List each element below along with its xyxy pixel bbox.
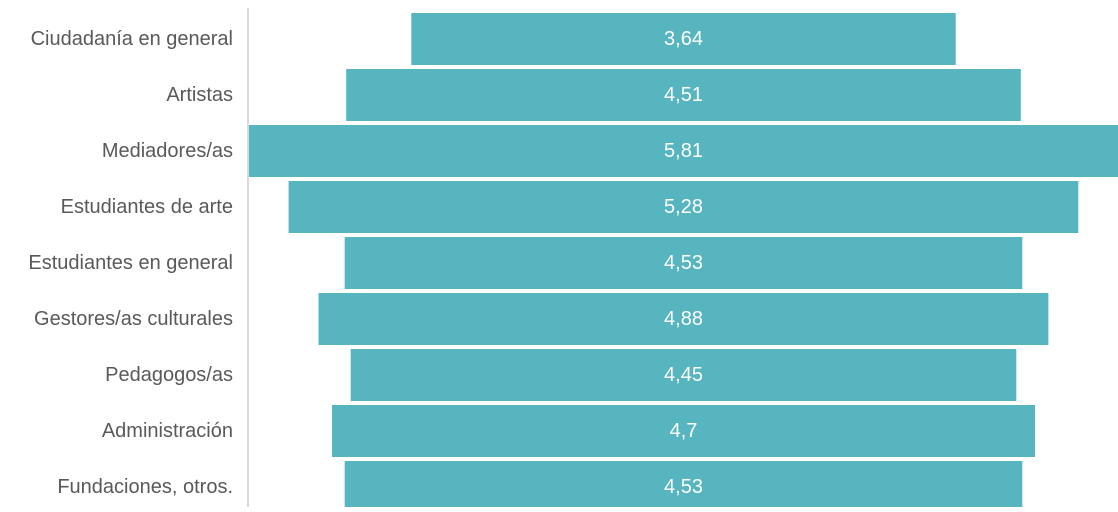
value-label-8: 4,53: [664, 476, 703, 498]
value-label-4: 4,53: [664, 252, 703, 274]
category-label-5: Gestores/as culturales: [34, 308, 233, 330]
category-label-1: Artistas: [166, 84, 233, 106]
bar-6: [350, 349, 1017, 401]
bar-1: [346, 69, 1021, 121]
category-label-0: Ciudadanía en general: [31, 28, 233, 50]
bar-7: [332, 405, 1035, 457]
value-labels-layer: 3,64 4,51 5,81 5,28 4,53 4,88 4,45 4,7 4,53: [664, 28, 703, 498]
value-label-3: 5,28: [664, 196, 703, 218]
category-label-8: Fundaciones, otros.: [57, 476, 233, 498]
bar-5: [318, 293, 1049, 345]
value-label-2: 5,81: [664, 140, 703, 162]
value-label-6: 4,45: [664, 364, 703, 386]
bar-0: [411, 13, 956, 65]
category-label-4: Estudiantes en general: [28, 252, 233, 274]
bar-4: [344, 237, 1023, 289]
bar-3: [288, 181, 1079, 233]
category-labels-layer: Ciudadanía en general Artistas Mediadores/…: [28, 28, 233, 498]
bars-layer: [249, 13, 1118, 512]
value-label-1: 4,51: [664, 84, 703, 106]
category-label-7: Administración: [102, 420, 233, 442]
value-label-7: 4,7: [670, 420, 698, 442]
category-label-2: Mediadores/as: [102, 140, 233, 162]
value-label-0: 3,64: [664, 28, 703, 50]
bar-2: [249, 125, 1118, 177]
category-label-6: Pedagogos/as: [105, 364, 233, 386]
value-label-5: 4,88: [664, 308, 703, 330]
bar-8: [344, 461, 1023, 512]
category-label-3: Estudiantes de arte: [61, 196, 233, 218]
